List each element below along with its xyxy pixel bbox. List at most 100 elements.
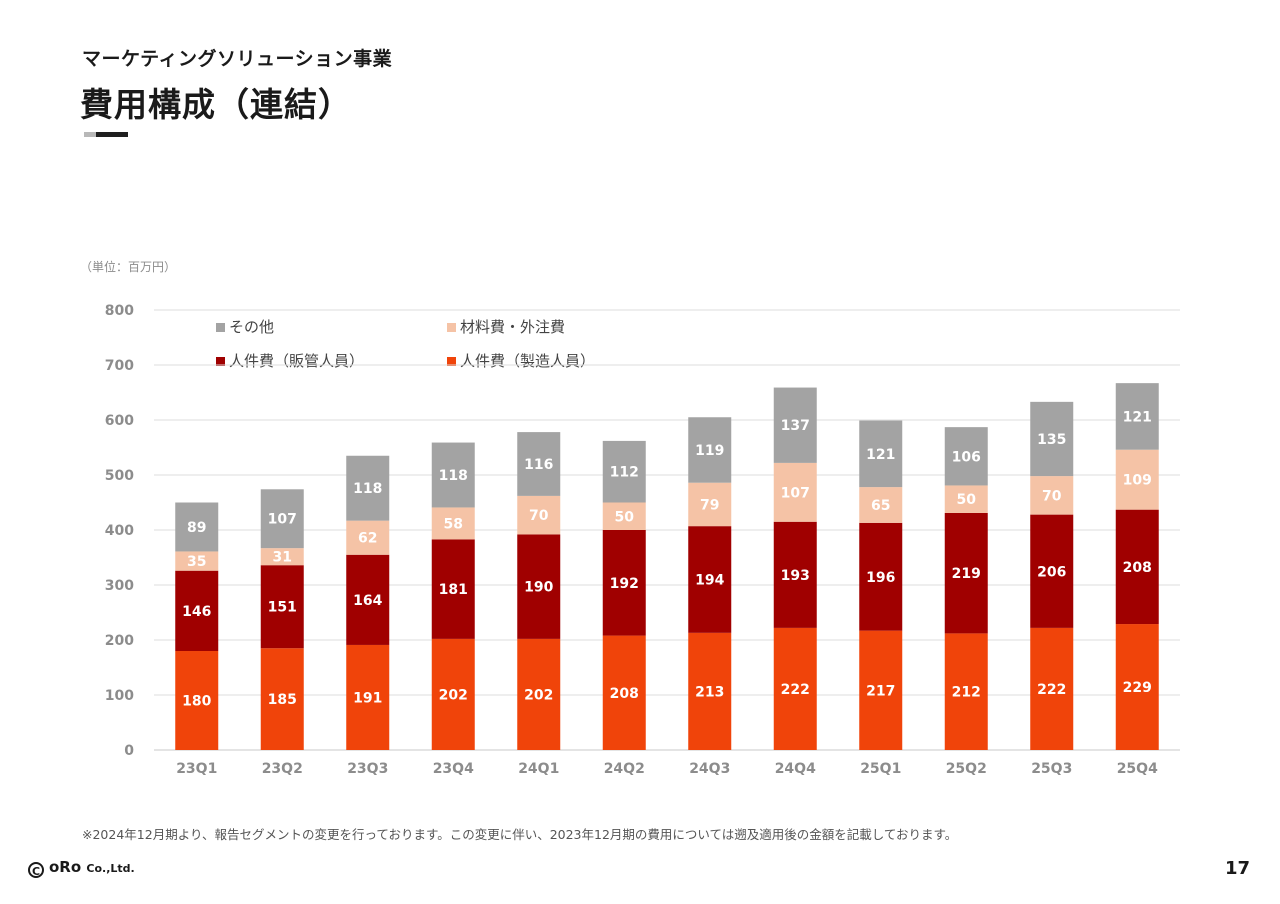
data-label: 193	[781, 568, 810, 584]
data-label: 151	[268, 600, 297, 616]
bar-segment	[859, 420, 903, 488]
x-tick-label: 25Q1	[860, 761, 901, 777]
data-label: 31	[273, 550, 292, 566]
page-title: 費用構成（連結）	[80, 85, 352, 124]
y-tick-label: 300	[105, 578, 134, 594]
bar-segment	[346, 554, 390, 645]
bar-segment	[260, 565, 304, 649]
data-label: 70	[529, 508, 549, 524]
data-label: 118	[439, 468, 468, 484]
data-label: 119	[695, 443, 724, 459]
company-suffix: Co.,Ltd.	[86, 862, 135, 875]
data-label: 107	[781, 485, 810, 501]
footnote: ※2024年12月期より、報告セグメントの変更を行っております。この変更に伴い、…	[82, 827, 958, 842]
bar-segment	[944, 427, 988, 486]
bar-segment	[260, 489, 304, 549]
data-label: 212	[952, 685, 981, 701]
data-label: 50	[615, 509, 635, 525]
data-label: 217	[866, 683, 895, 699]
bar-segment	[688, 482, 732, 527]
bar-segment	[1115, 449, 1159, 510]
y-tick-label: 700	[105, 358, 134, 374]
bar-segment	[260, 548, 304, 566]
bar-segment	[175, 570, 219, 651]
bar-segment	[346, 455, 390, 521]
data-label: 202	[524, 687, 553, 703]
x-tick-label: 25Q4	[1117, 761, 1158, 777]
x-tick-label: 25Q2	[946, 761, 987, 777]
bar-segment	[602, 530, 646, 636]
bar-segment	[859, 522, 903, 631]
bar-segment	[1115, 509, 1159, 625]
data-label: 190	[524, 580, 553, 596]
data-label: 219	[952, 566, 981, 582]
x-tick-label: 24Q3	[689, 761, 730, 777]
bar-segment	[431, 539, 475, 639]
bar-segment	[175, 551, 219, 571]
data-label: 191	[353, 690, 382, 706]
bar-segment	[773, 521, 817, 628]
bar-segment	[1030, 401, 1074, 477]
legend-label: その他	[229, 318, 275, 336]
bar-segment	[944, 633, 988, 750]
bar-segment	[1115, 624, 1159, 750]
bar-segment	[773, 387, 817, 463]
bar-segment	[688, 526, 732, 633]
unit-label: （単位：百万円）	[80, 260, 177, 274]
y-tick-label: 600	[105, 413, 134, 429]
bar-segment	[944, 512, 988, 634]
data-label: 106	[952, 449, 981, 465]
data-label: 70	[1042, 488, 1062, 504]
bar-segment	[175, 502, 219, 552]
bar-segment	[517, 534, 561, 639]
data-label: 50	[957, 492, 977, 508]
bar-segment	[859, 487, 903, 523]
data-label: 222	[1037, 682, 1066, 698]
bar-segment	[944, 485, 988, 513]
bar-segment	[517, 638, 561, 750]
title-underline-dark	[96, 132, 128, 137]
bar-segment	[175, 651, 219, 750]
data-label: 180	[182, 694, 211, 710]
legend-item-other: その他	[216, 316, 274, 337]
legend-swatch	[216, 323, 225, 332]
x-tick-label: 24Q2	[604, 761, 645, 777]
data-label: 112	[610, 465, 639, 481]
bar-segment	[517, 495, 561, 535]
data-label: 206	[1037, 564, 1066, 580]
bar-segment	[688, 632, 732, 750]
data-label: 137	[781, 418, 810, 434]
y-tick-label: 800	[105, 303, 134, 319]
y-tick-label: 400	[105, 523, 134, 539]
bar-segment	[346, 520, 390, 555]
data-label: 121	[1123, 409, 1152, 425]
data-label: 208	[610, 686, 639, 702]
legend-swatch	[447, 357, 456, 366]
data-label: 109	[1123, 473, 1152, 489]
data-label: 185	[268, 692, 297, 708]
copyright-icon: C	[28, 862, 44, 878]
bar-segment	[346, 644, 390, 750]
x-tick-label: 23Q3	[347, 761, 388, 777]
data-label: 107	[268, 512, 297, 528]
section-subtitle: マーケティングソリューション事業	[82, 48, 393, 70]
data-label: 213	[695, 684, 724, 700]
x-tick-label: 23Q2	[262, 761, 303, 777]
data-label: 79	[700, 497, 719, 513]
x-tick-label: 23Q1	[176, 761, 217, 777]
stacked-bar-chart: 0 100 200 300 400 500 600 700 800 180 146 35 89 23Q1 1…	[105, 303, 1180, 777]
bar-segment	[773, 627, 817, 750]
data-label: 222	[781, 682, 810, 698]
data-label: 62	[358, 531, 377, 547]
data-label: 118	[353, 481, 382, 497]
data-label: 194	[695, 573, 724, 589]
bar-segment	[431, 638, 475, 750]
bar-segment	[602, 502, 646, 530]
data-label: 89	[187, 520, 206, 536]
data-label: 135	[1037, 432, 1066, 448]
bar-segment	[260, 648, 304, 750]
data-label: 35	[187, 554, 206, 570]
y-tick-label: 0	[124, 743, 134, 759]
legend-swatch	[447, 323, 456, 332]
